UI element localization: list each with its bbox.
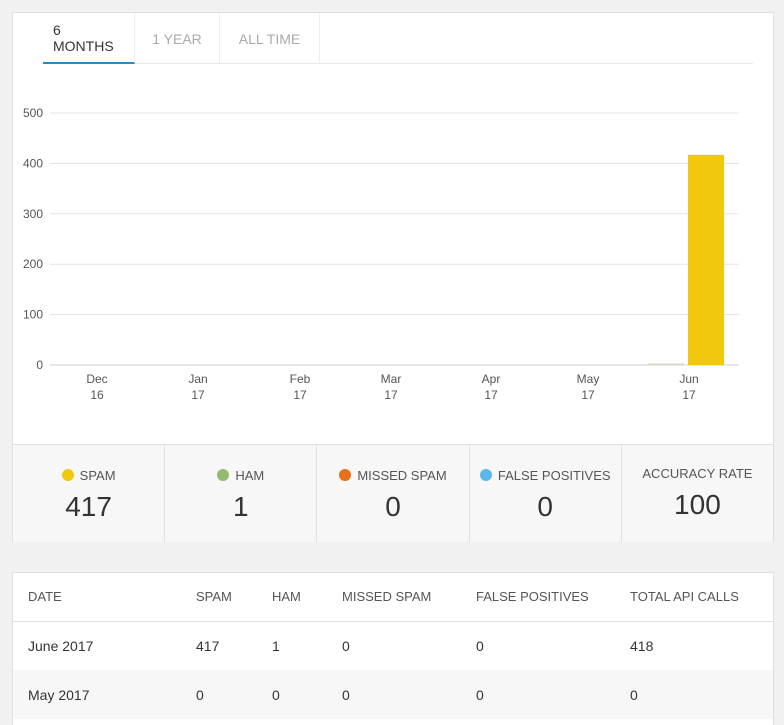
cell-spam: 0 bbox=[196, 670, 272, 719]
y-tick-label: 0 bbox=[36, 358, 43, 372]
summary-stats: SPAM 417 HAM 1 MISSED SPAM 0 FALSE POSIT… bbox=[13, 444, 773, 542]
period-tabs: 6 MONTHS 1 YEAR ALL TIME bbox=[43, 13, 753, 64]
stat-label: SPAM bbox=[79, 467, 116, 483]
cell-total-api-calls: 418 bbox=[630, 637, 654, 654]
cell-missed-spam: 0 bbox=[342, 637, 350, 654]
x-tick-label: May 17 bbox=[577, 372, 600, 402]
cell-false-positives: 0 bbox=[476, 670, 630, 719]
x-tick-label: Mar 17 bbox=[381, 372, 402, 402]
y-tick-label: 200 bbox=[23, 257, 43, 271]
y-tick-label: 100 bbox=[23, 308, 43, 322]
monthly-stats-table-card: DATE SPAM HAM MISSED SPAM FALSE POSITIVE… bbox=[12, 572, 774, 725]
stat-false-positives: FALSE POSITIVES 0 bbox=[470, 445, 622, 542]
x-tick-label: Feb 17 bbox=[290, 372, 311, 402]
header-date: DATE bbox=[13, 573, 196, 622]
cell-false-positives: 0 bbox=[476, 637, 484, 654]
stat-label: ACCURACY RATE bbox=[642, 465, 753, 481]
header-spam: SPAM bbox=[196, 573, 272, 622]
spam-bar-chart: 0 100 200 300 400 500 Dec 16 Jan 17 Feb 17 Mar 17 Apr 1… bbox=[23, 106, 739, 402]
stat-label: MISSED SPAM bbox=[357, 467, 447, 483]
tab-all-time[interactable]: ALL TIME bbox=[220, 13, 320, 64]
header-missed-spam: MISSED SPAM bbox=[342, 573, 476, 622]
spam-dot-icon bbox=[61, 469, 74, 481]
bar-spam bbox=[688, 154, 724, 365]
tab-6-months[interactable]: 6 MONTHS bbox=[43, 13, 135, 64]
x-tick-label: Apr 17 bbox=[482, 372, 501, 402]
stat-value: 0 bbox=[537, 491, 553, 522]
table-row: June 2017 417 1 0 0 418 bbox=[13, 621, 773, 670]
cell-date: May 2017 bbox=[13, 670, 196, 719]
cell-ham: 1 bbox=[272, 637, 280, 654]
stat-accuracy-rate: ACCURACY RATE 100 bbox=[622, 445, 773, 542]
stat-label: FALSE POSITIVES bbox=[497, 467, 611, 483]
y-tick-label: 300 bbox=[23, 207, 43, 221]
stats-chart-card: 6 MONTHS 1 YEAR ALL TIME 0 100 200 300 400 50… bbox=[12, 12, 774, 542]
cell-date: June 2017 bbox=[28, 637, 94, 654]
y-tick-label: 500 bbox=[23, 106, 43, 120]
header-ham: HAM bbox=[272, 573, 342, 622]
x-tick-label: Jan 17 bbox=[188, 372, 207, 402]
monthly-stats-table: DATE SPAM HAM MISSED SPAM FALSE POSITIVE… bbox=[13, 573, 773, 719]
stat-value: 1 bbox=[233, 491, 249, 522]
false-positives-dot-icon bbox=[479, 469, 492, 481]
missed-spam-dot-icon bbox=[339, 469, 352, 481]
cell-spam: 417 bbox=[196, 637, 220, 654]
stat-spam: SPAM 417 bbox=[13, 445, 166, 542]
stat-value: 0 bbox=[385, 491, 401, 522]
x-tick-label: Jun 17 bbox=[679, 372, 698, 402]
cell-ham: 0 bbox=[272, 670, 342, 719]
y-tick-label: 400 bbox=[23, 156, 43, 170]
table-header-row: DATE SPAM HAM MISSED SPAM FALSE POSITIVE… bbox=[13, 573, 773, 622]
x-tick-label: Dec 16 bbox=[86, 372, 107, 402]
header-false-positives: FALSE POSITIVES bbox=[476, 573, 630, 622]
header-total-api-calls: TOTAL API CALLS bbox=[630, 573, 773, 622]
stat-value: 100 bbox=[674, 489, 721, 520]
stat-ham: HAM 1 bbox=[165, 445, 318, 542]
table-row: May 2017 0 0 0 0 0 bbox=[13, 670, 773, 719]
stat-label: HAM bbox=[235, 467, 265, 483]
cell-missed-spam: 0 bbox=[342, 670, 476, 719]
cell-total-api-calls: 0 bbox=[630, 670, 773, 719]
tab-1-year[interactable]: 1 YEAR bbox=[135, 13, 220, 64]
stat-value: 417 bbox=[65, 491, 112, 522]
bar-ham bbox=[648, 363, 684, 366]
stat-missed-spam: MISSED SPAM 0 bbox=[317, 445, 470, 542]
ham-dot-icon bbox=[217, 469, 230, 481]
